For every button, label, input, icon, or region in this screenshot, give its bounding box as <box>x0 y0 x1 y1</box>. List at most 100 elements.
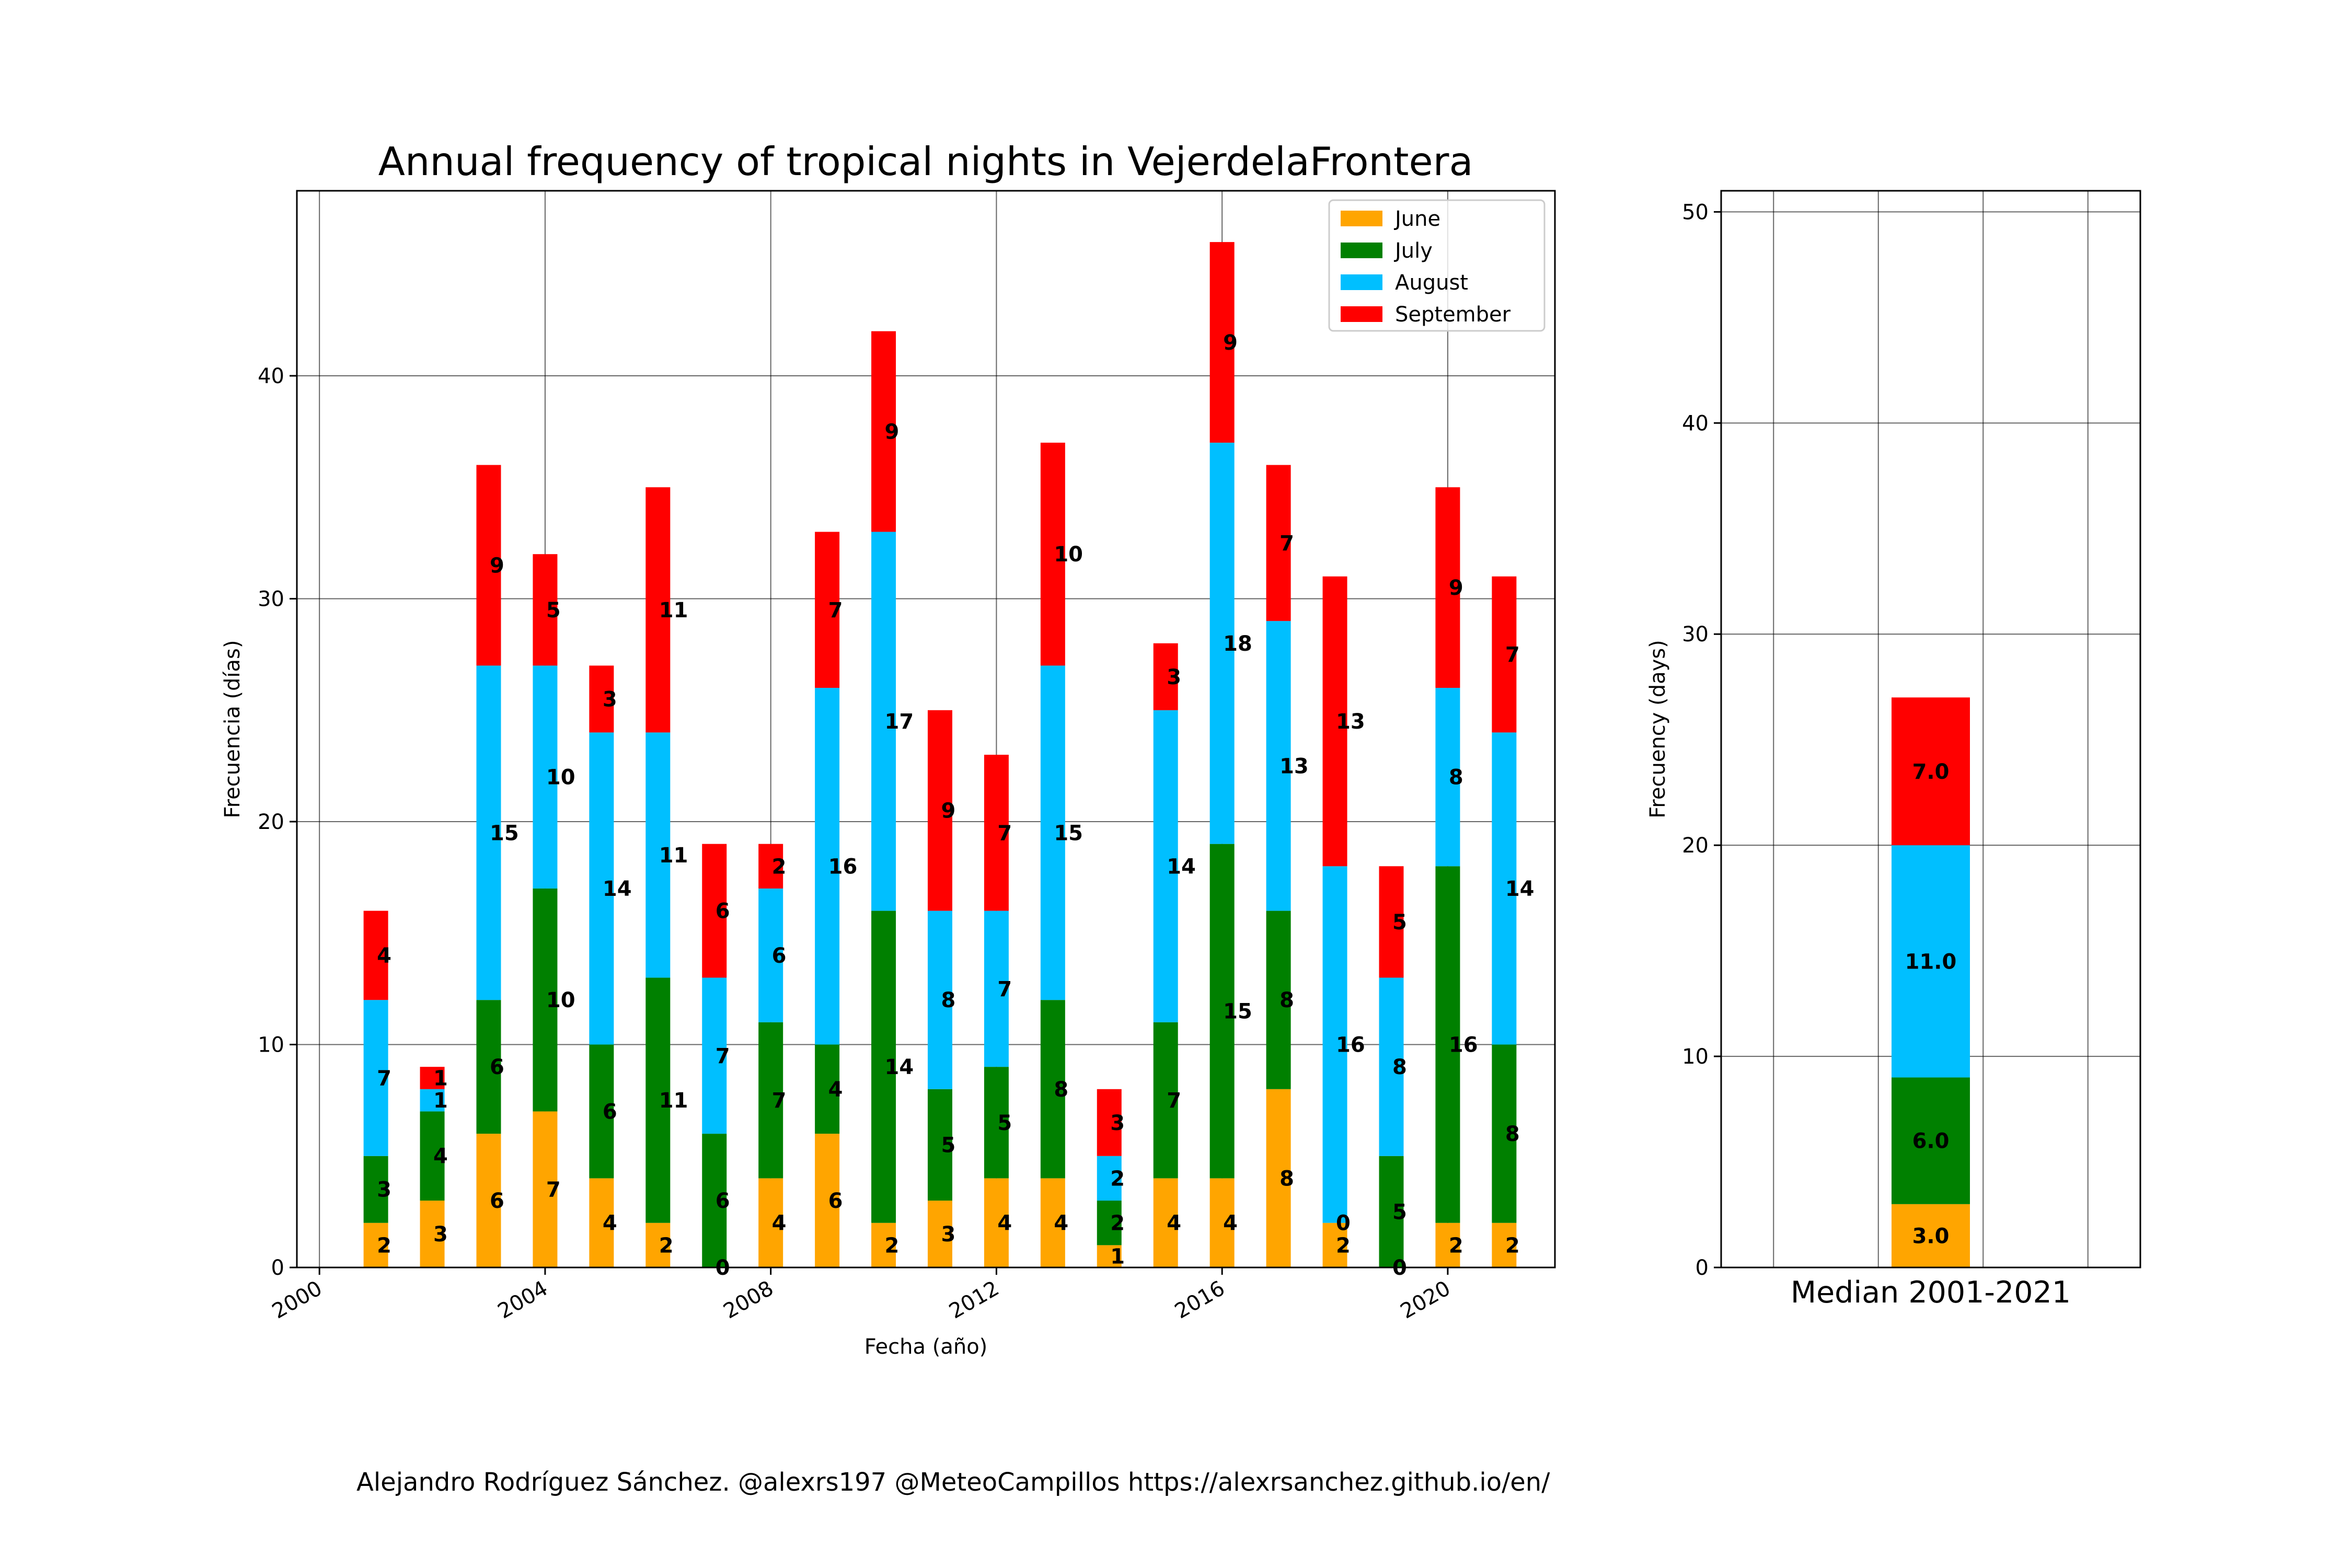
credit-text: Alejandro Rodríguez Sánchez. @alexrs197 … <box>356 1468 1550 1497</box>
bar-value-label: 3 <box>433 1223 448 1247</box>
median-bar-value-label: 11.0 <box>1905 950 1957 974</box>
bar-value-label: 7 <box>997 821 1012 845</box>
bar-value-label: 7 <box>1167 1089 1181 1113</box>
bar-segment-june <box>1097 1245 1122 1267</box>
median-bar-segment-july <box>1892 1077 1970 1204</box>
x-tick-label: 2004 <box>494 1276 552 1324</box>
bar-value-label: 1 <box>1110 1245 1125 1269</box>
bar-value-label: 2 <box>885 1233 900 1258</box>
bar-value-label: 8 <box>1279 988 1294 1012</box>
bar-value-label: 16 <box>828 855 858 879</box>
bar-segment-july <box>533 888 558 1112</box>
bar-value-label: 4 <box>433 1145 448 1169</box>
bar-segment-september <box>1266 465 1291 621</box>
legend-label-august: August <box>1395 271 1468 295</box>
bar-value-label: 4 <box>1054 1212 1068 1236</box>
bar-segment-september <box>984 755 1009 911</box>
bar-value-label: 0 <box>1336 1212 1351 1236</box>
bar-value-label: 8 <box>1279 1167 1294 1191</box>
median-bar-segment-august <box>1892 845 1970 1078</box>
bar-segment-july <box>871 910 896 1223</box>
bar-value-label: 5 <box>997 1111 1012 1135</box>
main-bar-labels: 2374341166159710105461432111111067647626… <box>377 331 1534 1280</box>
bar-segment-august <box>702 977 727 1134</box>
median-bar-value-label: 7.0 <box>1912 760 1950 784</box>
legend-swatch-september <box>1341 306 1382 322</box>
x-tick-label: 2020 <box>1397 1276 1455 1324</box>
bar-segment-july <box>589 1044 614 1179</box>
bar-segment-june <box>1153 1178 1178 1267</box>
bar-value-label: 9 <box>1449 576 1463 600</box>
bar-value-label: 7 <box>1279 532 1294 556</box>
bar-segment-august <box>363 1000 388 1156</box>
bar-value-label: 6 <box>716 1189 730 1213</box>
x-tick-label: 2000 <box>268 1276 326 1324</box>
median-bar-labels: 3.0 6.0 11.0 7.0 <box>1905 760 1957 1249</box>
bar-value-label: 3 <box>941 1223 955 1247</box>
bar-value-label: 4 <box>828 1078 843 1102</box>
bar-value-label: 3 <box>1110 1111 1125 1135</box>
bar-value-label: 2 <box>659 1233 674 1258</box>
median-bar-segment-june <box>1892 1204 1970 1267</box>
bar-value-label: 11 <box>659 1089 688 1113</box>
bar-value-label: 13 <box>1336 710 1365 734</box>
bar-value-label: 9 <box>941 799 955 823</box>
legend-label-september: September <box>1395 303 1511 327</box>
bar-value-label: 5 <box>941 1133 955 1157</box>
bar-value-label: 10 <box>1054 543 1083 567</box>
median-y-tick-label: 20 <box>1682 834 1709 858</box>
bar-segment-june <box>1266 1089 1291 1267</box>
bar-segment-june <box>1435 1223 1460 1267</box>
bar-segment-june <box>927 1201 952 1267</box>
bar-segment-september <box>645 487 671 733</box>
median-y-tick-label: 30 <box>1682 622 1709 647</box>
bar-segment-august <box>1209 442 1235 844</box>
bar-segment-july <box>1209 844 1235 1179</box>
bar-value-label: 10 <box>546 766 575 790</box>
bar-segment-august <box>815 688 840 1045</box>
bar-value-label: 15 <box>1223 1000 1252 1024</box>
bar-segment-july <box>984 1067 1009 1179</box>
median-bar-value-label: 3.0 <box>1912 1224 1950 1248</box>
legend-label-june: June <box>1393 207 1440 231</box>
bar-segment-july <box>927 1089 952 1201</box>
bar-segment-june <box>533 1111 558 1267</box>
y-tick-label: 40 <box>258 364 284 388</box>
bar-value-label: 6 <box>490 1055 504 1079</box>
bar-segment-september <box>1435 487 1460 688</box>
bar-segment-july <box>1266 910 1291 1089</box>
bar-segment-august <box>645 732 671 978</box>
bar-value-label: 6 <box>490 1189 504 1213</box>
bar-segment-august <box>1097 1156 1122 1201</box>
legend-swatch-august <box>1341 274 1382 290</box>
bar-value-label: 9 <box>490 554 504 578</box>
bar-value-label: 11 <box>659 598 688 622</box>
bar-segment-june <box>1492 1223 1517 1267</box>
bar-segment-june <box>1322 1223 1347 1267</box>
y-tick-label: 30 <box>258 587 284 611</box>
bar-segment-july <box>363 1156 388 1223</box>
bar-value-label: 3 <box>377 1178 391 1202</box>
bar-value-label: 9 <box>1223 331 1238 355</box>
bar-segment-september <box>363 910 388 1000</box>
bar-segment-august <box>871 532 896 911</box>
bar-value-label: 6 <box>716 900 730 924</box>
bar-segment-september <box>1097 1089 1122 1156</box>
bar-value-label: 18 <box>1223 632 1252 656</box>
bar-value-label: 7 <box>546 1178 561 1202</box>
bar-value-label: 8 <box>1505 1122 1520 1146</box>
bar-value-label: 4 <box>377 944 391 968</box>
bar-segment-september <box>476 465 501 666</box>
chart-title: Annual frequency of tropical nights in V… <box>378 139 1473 185</box>
bar-value-label: 17 <box>885 710 914 734</box>
bar-value-label: 5 <box>546 598 561 622</box>
bar-value-label: 4 <box>997 1212 1012 1236</box>
bar-segment-september <box>1040 442 1065 666</box>
bar-segment-july <box>1435 866 1460 1223</box>
bar-segment-june <box>1040 1178 1065 1267</box>
bar-value-label: 16 <box>1449 1033 1478 1057</box>
bar-value-label: 4 <box>1223 1212 1238 1236</box>
bar-segment-september <box>702 844 727 978</box>
bar-segment-august <box>1266 621 1291 911</box>
bar-segment-july <box>702 1134 727 1267</box>
